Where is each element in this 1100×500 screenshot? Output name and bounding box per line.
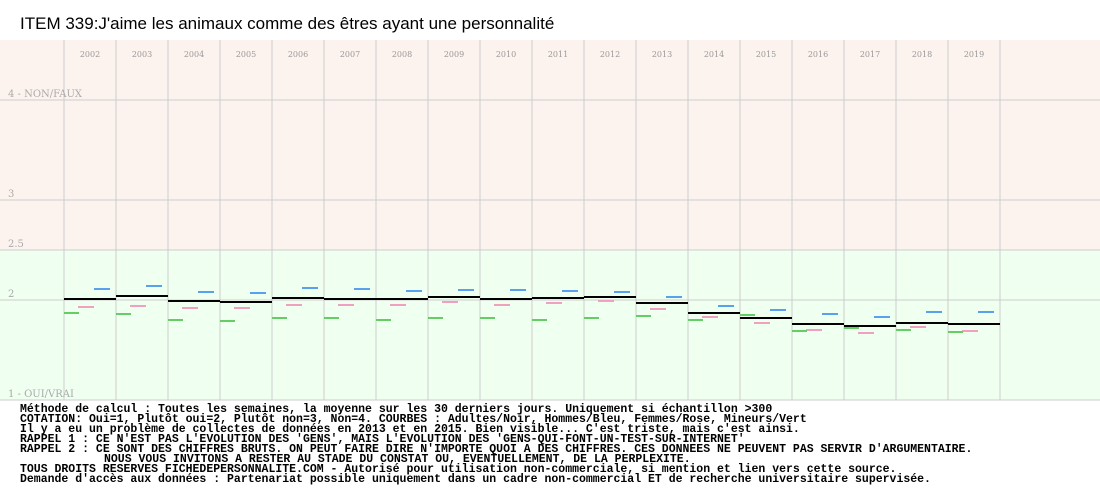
note-line: NOUS VOUS INVITONS A RESTER AU STADE DU … bbox=[104, 453, 691, 466]
x-tick-label: 2004 bbox=[184, 50, 204, 59]
note-line: RAPPEL 2 : CE SONT DES CHIFFRES BRUTS. O… bbox=[20, 443, 972, 456]
note-line: TOUS DROITS RESERVES FICHEDEPERSONNALITE… bbox=[20, 463, 896, 476]
x-tick-label: 2014 bbox=[704, 50, 724, 59]
x-tick-label: 2017 bbox=[860, 50, 880, 59]
y-tick-label: 2 bbox=[8, 289, 14, 300]
y-tick-label: 2.5 bbox=[8, 239, 24, 250]
note-line: Il y a eu un problème de collectes de do… bbox=[20, 423, 800, 436]
x-tick-label: 2008 bbox=[392, 50, 412, 59]
upper-zone bbox=[0, 40, 1100, 250]
x-tick-label: 2006 bbox=[288, 50, 308, 59]
note-line: RAPPEL 1 : CE N'EST PAS L'EVOLUTION DES … bbox=[20, 433, 745, 446]
note-line: Méthode de calcul : Toutes les semaines,… bbox=[20, 403, 772, 416]
notes: Méthode de calcul : Toutes les semaines,… bbox=[20, 403, 972, 486]
x-tick-label: 2002 bbox=[80, 50, 100, 59]
x-tick-label: 2018 bbox=[912, 50, 932, 59]
x-tick-label: 2012 bbox=[600, 50, 620, 59]
x-tick-label: 2007 bbox=[340, 50, 360, 59]
x-tick-label: 2019 bbox=[964, 50, 984, 59]
x-tick-label: 2013 bbox=[652, 50, 672, 59]
x-tick-label: 2015 bbox=[756, 50, 776, 59]
lower-zone bbox=[0, 250, 1100, 400]
x-tick-label: 2005 bbox=[236, 50, 256, 59]
x-tick-label: 2009 bbox=[444, 50, 464, 59]
x-tick-label: 2011 bbox=[548, 50, 568, 59]
note-line: COTATION: Oui=1, Plutôt oui=2, Plutôt no… bbox=[20, 413, 807, 426]
x-tick-label: 2010 bbox=[496, 50, 516, 59]
x-tick-label: 2003 bbox=[132, 50, 152, 59]
y-tick-label: 4 - NON/FAUX bbox=[8, 89, 83, 100]
chart-title: ITEM 339:J'aime les animaux comme des êt… bbox=[20, 14, 554, 33]
x-tick-label: 2016 bbox=[808, 50, 828, 59]
y-tick-label: 1 - OUI/VRAI bbox=[8, 389, 74, 400]
note-line: Demande d'accès aux données : Partenaria… bbox=[20, 473, 931, 486]
y-tick-label: 3 bbox=[8, 189, 14, 200]
